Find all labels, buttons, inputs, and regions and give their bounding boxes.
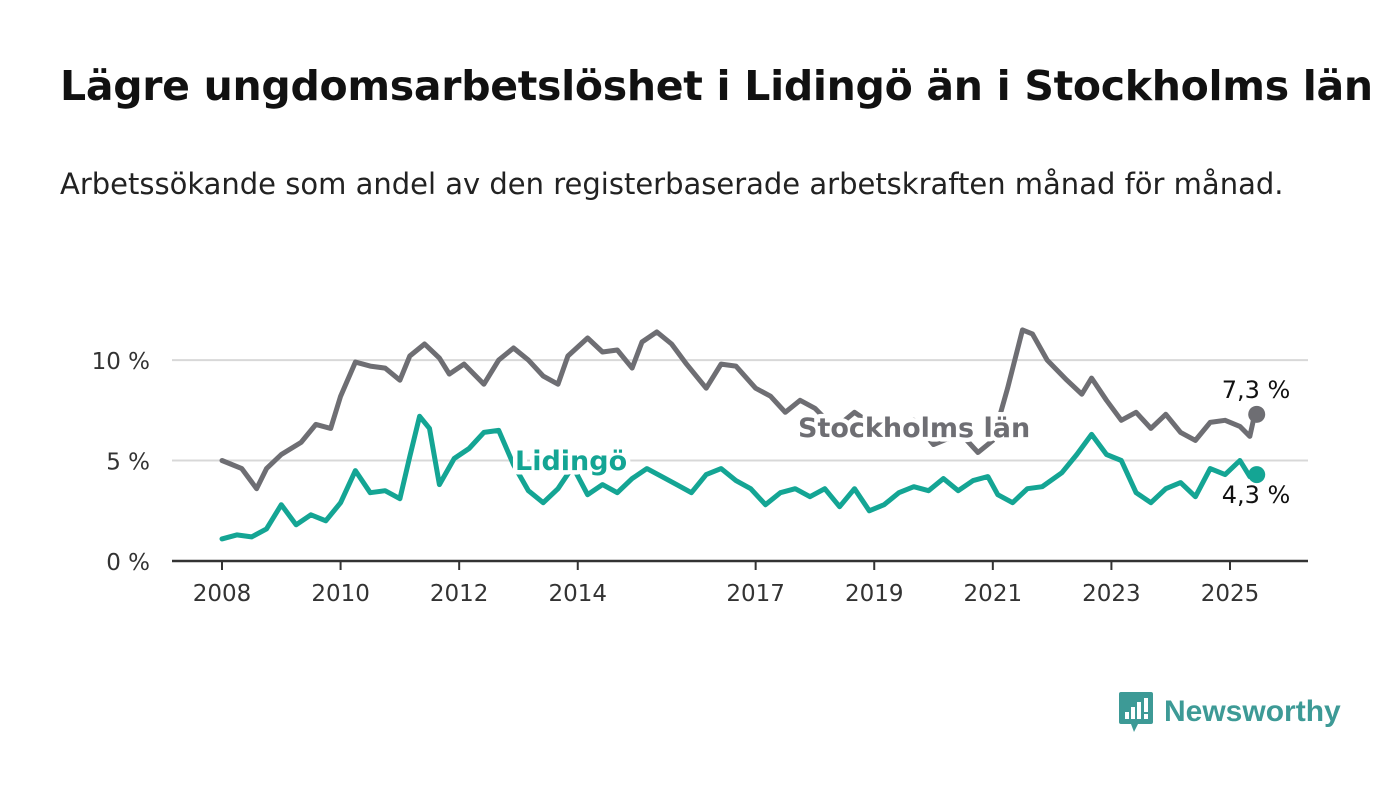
series-line-stockholm [219,327,1258,492]
series-name-stockholm: Stockholms län [798,413,1030,444]
x-tick-label: 2008 [193,581,252,607]
x-tick-label: 2023 [1082,581,1141,607]
y-tick-label: 0 % [106,550,150,576]
x-tick-label: 2012 [430,581,489,607]
end-label-stockholm: 7,3 % [1222,376,1291,404]
series-line-lidingo [219,413,1258,542]
x-tick-label: 2021 [964,581,1023,607]
y-tick-label: 5 % [106,450,150,476]
x-tick-label: 2019 [845,581,904,607]
series-name-lidingo: Lidingö [515,446,627,477]
series-lines [219,327,1266,542]
newsworthy-bar-chart-logo-icon [1119,692,1153,732]
end-point-stockholm [1248,405,1266,423]
newsworthy-logo[interactable]: Newsworthy [1118,690,1341,734]
end-label-lidingo: 4,3 % [1222,481,1291,509]
end-point-lidingo [1248,466,1266,484]
y-tick-label: 10 % [92,349,150,375]
x-tick-label: 2017 [726,581,785,607]
series-name-lidingo-halo: Lidingö [515,446,627,477]
x-tick-label: 2014 [548,581,607,607]
chart-subtitle: Arbetssökande som andel av den registerb… [60,167,1284,201]
series-name-stockholm-halo: Stockholms län [798,413,1030,444]
axes: 0 % 5 % 10 % 2008 2010 2012 2014 2017 2019 2021 20… [92,349,1308,607]
x-tick-label: 2010 [311,581,370,607]
x-tick-label: 2025 [1201,581,1260,607]
grid-lines [172,359,1308,462]
brand-name: Newsworthy [1164,695,1341,728]
chart-title: Lägre ungdomsarbetslöshet i Lidingö än i… [60,62,1373,110]
